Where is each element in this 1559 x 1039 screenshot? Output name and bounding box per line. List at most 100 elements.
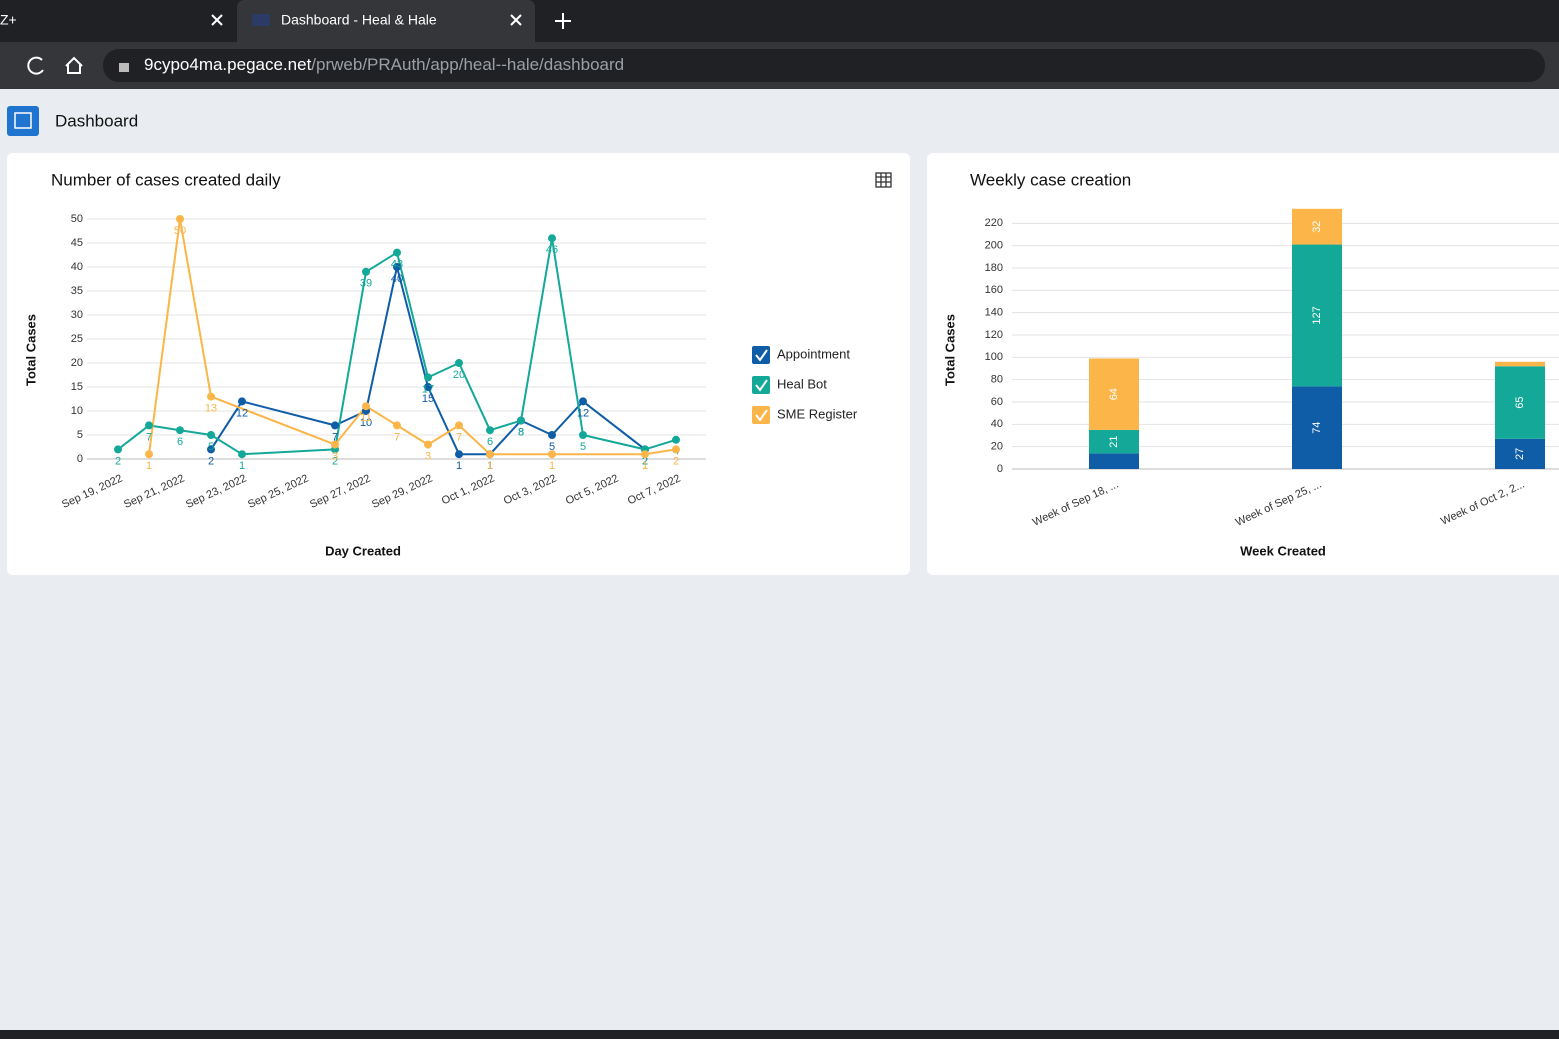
plot: 2127104015118512227651239431720684652415…: [114, 215, 680, 472]
line-segment: [644, 448, 677, 456]
point: [331, 440, 339, 449]
y-tick-label: 120: [985, 329, 1003, 341]
data-label: 1: [146, 460, 152, 472]
data-label: 13: [205, 403, 217, 415]
data-label: 46: [546, 244, 558, 256]
point: [393, 248, 401, 257]
point: [579, 397, 587, 406]
line-segment: [458, 362, 491, 431]
data-label: 3: [425, 451, 431, 463]
tab-title[interactable]: Dashboard - Heal & Hale: [281, 12, 437, 28]
bar-segment: [1495, 438, 1545, 469]
legend-checkbox[interactable]: [752, 346, 770, 364]
y-tick-label: 140: [985, 307, 1003, 319]
line-segment: [241, 400, 336, 427]
legend-checkbox[interactable]: [752, 406, 770, 424]
y-tick-label: 20: [991, 441, 1003, 453]
line-segment: [396, 266, 429, 388]
point: [455, 450, 463, 459]
point: [207, 431, 215, 439]
data-label: 1: [549, 460, 555, 472]
data-label: 1: [239, 460, 245, 472]
data-label: 127: [1311, 306, 1323, 324]
line-segment: [427, 424, 460, 446]
new-tab[interactable]: [555, 13, 571, 29]
data-label: 32: [1311, 221, 1323, 233]
data-label: 1: [642, 460, 648, 472]
tab-close[interactable]: [510, 14, 522, 26]
url[interactable]: 9cypo4ma.pegace.net/prweb/PRAuth/app/hea…: [144, 55, 624, 74]
data-label: 2: [642, 455, 648, 467]
data-label: 20: [453, 369, 465, 381]
bar-segment: [1089, 453, 1139, 469]
point: [393, 421, 401, 430]
data-label: 21: [1108, 436, 1120, 448]
point: [207, 392, 215, 401]
data-label: 17: [422, 383, 434, 395]
bar-segment: [1495, 361, 1545, 367]
point: [548, 450, 556, 459]
line-segment: [179, 429, 212, 436]
y-tick-label: 0: [77, 453, 83, 465]
y-tick-label: 10: [71, 405, 83, 417]
y-tick-label: 30: [71, 309, 83, 321]
y-tick-label: 180: [985, 262, 1003, 274]
data-label: 8: [518, 427, 524, 439]
line-segment: [148, 218, 181, 455]
bar-segment: [1292, 386, 1342, 469]
home-button[interactable]: [65, 56, 83, 74]
chart-title: Weekly case creation: [970, 170, 1131, 189]
bar-segment: [1089, 429, 1139, 454]
dashboard-icon: [7, 106, 39, 136]
data-label: 2: [332, 455, 338, 467]
table-view-button[interactable]: [875, 172, 892, 188]
line-segment: [520, 238, 553, 421]
data-label: 15: [422, 393, 434, 405]
tab-close[interactable]: [211, 14, 223, 26]
line-segment: [365, 266, 398, 412]
line-segment: [396, 252, 429, 378]
legend-label: Heal Bot: [777, 376, 827, 391]
line-segment: [427, 386, 460, 455]
tab-title[interactable]: Z+: [0, 12, 17, 28]
y-tick-label: 50: [71, 213, 83, 225]
line-segment: [582, 400, 646, 451]
point: [672, 445, 680, 454]
address-bar[interactable]: [103, 49, 1545, 82]
icon-glyph: [14, 112, 32, 129]
bar-segment: [1495, 366, 1545, 439]
point: [145, 421, 153, 430]
y-tick-label: 80: [991, 374, 1003, 386]
y-tick-label: 60: [991, 396, 1003, 408]
active-tab[interactable]: [237, 0, 535, 42]
data-label: 64: [1108, 388, 1120, 400]
y-tick-label: 220: [985, 217, 1003, 229]
point: [548, 431, 556, 439]
data-label: 6: [487, 436, 493, 448]
data-label: 8: [518, 427, 524, 439]
y-tick-label: 160: [985, 284, 1003, 296]
line-segment: [117, 424, 150, 451]
data-label: 7: [456, 431, 462, 443]
data-label: 1: [487, 460, 493, 472]
data-label: 2: [642, 455, 648, 467]
point: [486, 426, 494, 435]
y-tick-label: 100: [985, 351, 1003, 363]
point: [455, 359, 463, 367]
data-label: 39: [360, 278, 372, 290]
data-label: 7: [394, 431, 400, 443]
line-segment: [427, 362, 460, 379]
data-label: 7: [332, 431, 338, 443]
reload-button[interactable]: [27, 56, 44, 75]
data-label: 6: [177, 436, 183, 448]
data-label: 65: [1514, 396, 1526, 408]
line-segment: [179, 218, 212, 397]
data-label: 43: [391, 259, 403, 271]
line-segment: [644, 438, 677, 451]
y-axis-title: Total Cases: [942, 314, 957, 386]
tab-favicon: [252, 14, 270, 26]
line-segment: [210, 395, 336, 446]
legend-checkbox[interactable]: [752, 376, 770, 394]
